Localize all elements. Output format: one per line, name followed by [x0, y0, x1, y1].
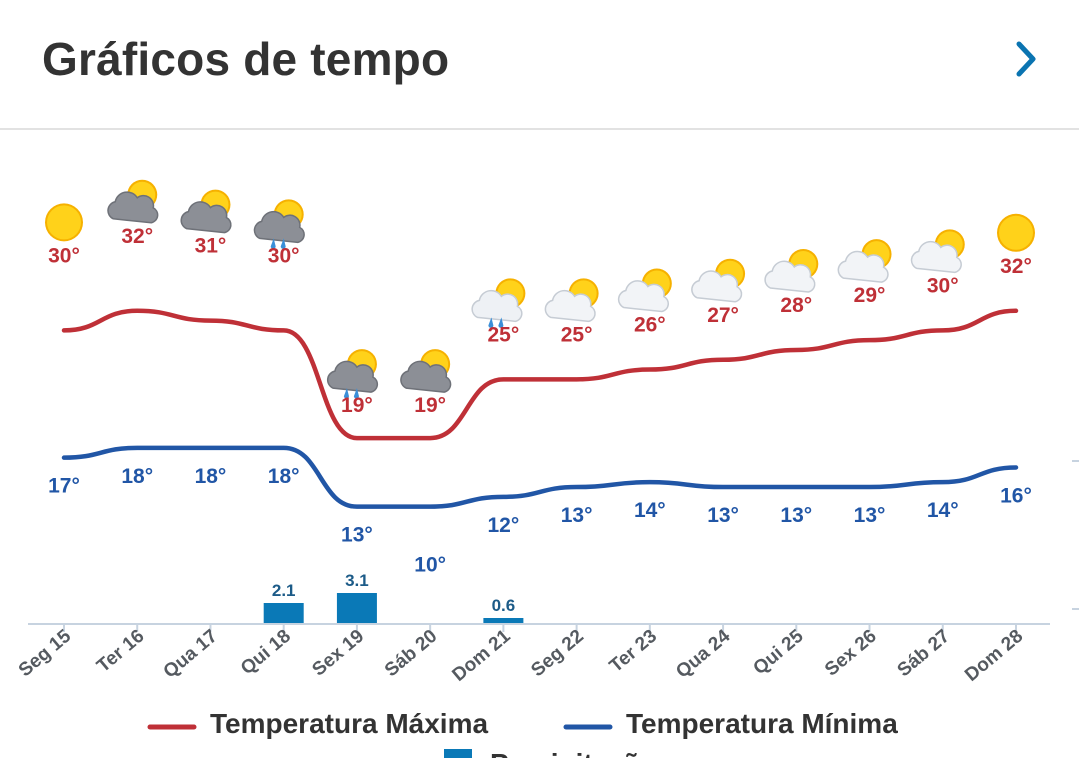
- x-axis: Seg 15 Ter 16 Qua 17 Qui 18 Sex 19 Sáb 20 Dom …: [15, 460, 1079, 686]
- sun-icon: [997, 213, 1035, 252]
- cloudy-sun-icon: [400, 349, 452, 393]
- precipitation-label: 2.1: [272, 581, 296, 600]
- rain-cloud-icon: [253, 199, 305, 249]
- x-axis-tick-label: Sáb 20: [381, 626, 441, 681]
- x-axis-tick-label: Seg 22: [527, 626, 587, 681]
- x-axis-tick-label: Qua 17: [160, 626, 222, 683]
- x-axis-tick-label: Dom 21: [449, 625, 515, 685]
- rain-sun-icon: [471, 278, 526, 328]
- partly-cloudy-icon: [764, 248, 819, 293]
- precipitation-label: 0.6: [492, 596, 516, 615]
- legend-label: Temperatura Mínima: [626, 708, 898, 739]
- max-temperature-label: 30°: [268, 244, 300, 267]
- min-temperature-label: 13°: [854, 504, 886, 527]
- partly-cloudy-icon: [837, 239, 892, 283]
- min-temperature-label: 10°: [414, 554, 446, 577]
- partly-cloudy-icon: [617, 268, 672, 313]
- max-temperature-label: 27°: [707, 304, 739, 327]
- min-temperature-label: 14°: [927, 499, 959, 522]
- min-temperature-label: 13°: [707, 504, 739, 527]
- weather-chart: 30° 32° 31° 30° 19° 19° 25° 25° 26° 27° 28° 29° 30° 3…: [15, 179, 1079, 758]
- precipitation-label: 3.1: [345, 571, 369, 590]
- min-temperature-label: 13°: [341, 524, 373, 547]
- precipitation-bar: [336, 593, 377, 624]
- min-temperature-line: [61, 445, 1019, 509]
- max-temperature-label: 25°: [561, 323, 593, 346]
- max-temperature-label: 19°: [341, 394, 373, 417]
- x-axis-tick-label: Sex 19: [308, 626, 368, 681]
- min-temperature-label: 12°: [488, 514, 520, 537]
- cloudy-sun-icon: [107, 179, 159, 224]
- precipitation-bar: [483, 618, 524, 624]
- max-temperature-label: 32°: [1000, 255, 1032, 278]
- x-axis-tick-label: Ter 23: [606, 626, 661, 677]
- x-axis-tick-label: Dom 28: [961, 626, 1027, 686]
- min-temperature-label: 14°: [634, 499, 666, 522]
- min-temperature-label: 18°: [121, 465, 153, 488]
- temperature-labels-layer: 30° 32° 31° 30° 19° 19° 25° 25° 26° 27° 28° 29° 30° 3…: [48, 225, 1032, 577]
- page-title: Gráficos de tempo: [42, 33, 450, 85]
- rain-cloud-icon: [326, 349, 379, 399]
- legend-item-max: Temperatura Máxima: [147, 708, 488, 739]
- sun-icon: [45, 203, 83, 242]
- x-axis-tick-label: Ter 16: [93, 626, 148, 677]
- legend: Temperatura Máxima Temperatura Mínima Prec…: [147, 708, 898, 758]
- partly-cloudy-icon: [910, 229, 965, 274]
- cloudy-sun-icon: [180, 189, 232, 234]
- header: Gráficos de tempo: [0, 0, 1079, 130]
- max-temperature-label: 30°: [48, 244, 80, 267]
- max-temperature-label: 30°: [927, 274, 959, 297]
- max-temperature-label: 19°: [414, 394, 446, 417]
- x-axis-tick-label: Qui 25: [750, 625, 808, 679]
- min-temperature-label: 18°: [268, 465, 300, 488]
- max-temperature-label: 29°: [854, 284, 886, 307]
- legend-swatch: [444, 749, 472, 758]
- max-temperature-label: 31°: [195, 235, 227, 258]
- min-temperature-label: 17°: [48, 475, 80, 498]
- max-temperature-label: 28°: [780, 294, 812, 317]
- min-temperature-label: 13°: [780, 504, 812, 527]
- x-axis-tick-label: Sex 26: [821, 626, 881, 681]
- partly-cloudy-icon: [691, 258, 746, 303]
- legend-item-precipitation: Precipitação: [444, 748, 657, 758]
- x-axis-tick-label: Qua 24: [672, 625, 734, 682]
- legend-label: Precipitação: [490, 748, 657, 758]
- precipitation-bars-layer: 2.1 3.1 0.6: [263, 571, 524, 624]
- legend-item-min: Temperatura Mínima: [563, 708, 898, 739]
- weather-icons-layer: [45, 179, 1035, 399]
- x-axis-tick-label: Qui 18: [237, 626, 295, 679]
- x-axis-tick-label: Seg 15: [15, 625, 76, 681]
- precipitation-bar: [263, 603, 304, 624]
- chevron-right-icon[interactable]: [1006, 36, 1046, 82]
- max-temperature-label: 32°: [121, 225, 153, 248]
- max-temperature-label: 26°: [634, 314, 666, 337]
- partly-cloudy-icon: [544, 278, 599, 323]
- min-temperature-label: 16°: [1000, 484, 1032, 507]
- min-temperature-label: 13°: [561, 504, 593, 527]
- legend-label: Temperatura Máxima: [210, 708, 488, 739]
- max-temperature-label: 25°: [488, 323, 520, 346]
- x-axis-tick-label: Sáb 27: [894, 626, 954, 681]
- max-temperature-line: [61, 308, 1019, 441]
- min-temperature-label: 18°: [195, 465, 227, 488]
- temperature-lines-layer: [61, 308, 1019, 509]
